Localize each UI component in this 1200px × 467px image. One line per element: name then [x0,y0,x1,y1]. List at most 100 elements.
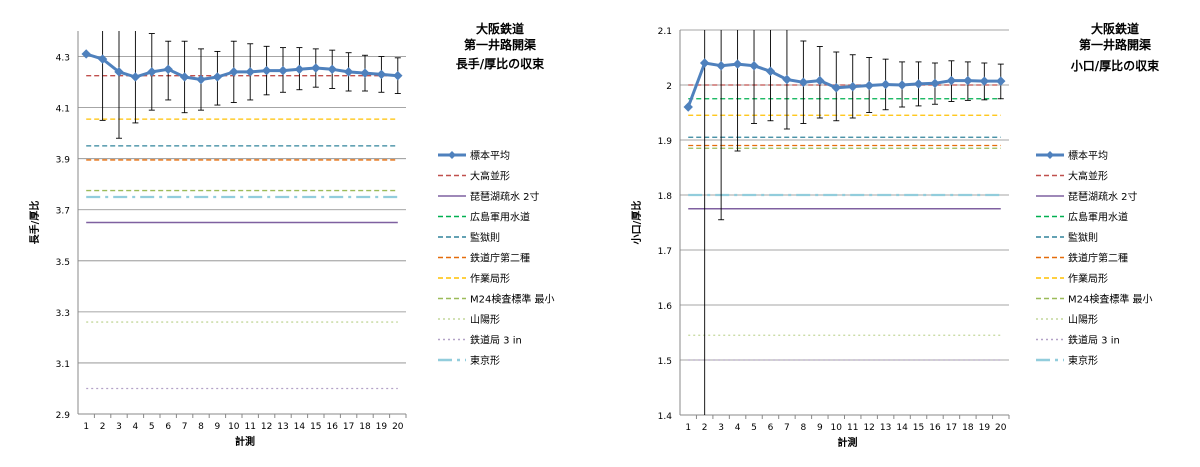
right-xtick-label: 11 [847,423,858,433]
right-xtick-label: 8 [801,423,807,433]
right-chart-title-line: 第一井路開渠 [1079,37,1151,52]
left-ytick-label: 4.3 [56,54,70,64]
right-mean-point [798,77,809,87]
right-mean-point [913,79,924,89]
right-mean-point [831,83,841,93]
left-mean-point [130,72,141,82]
chart-left-svg: 2.93.13.33.53.73.94.14.31 2 3 4 5 6 7 8 9 10 11 12 1… [28,21,555,448]
left-xtick-label: 13 [277,422,288,432]
right-xtick-label: 5 [751,423,757,433]
right-mean-point [716,61,726,71]
right-xtick-label: 9 [817,423,823,433]
left-legend-label: 東京形 [470,354,500,367]
right-x-axis-title: 計測 [838,436,858,449]
left-mean-point [212,72,223,82]
right-legend-label: 大高並形 [1068,170,1108,183]
left-ytick-label: 2.9 [56,411,71,421]
left-xtick-label: 1 [83,422,89,432]
left-y-axis-title: 長手/厚比 [28,201,41,245]
right-mean-point [946,75,957,86]
left-ytick-label: 3.1 [56,360,70,370]
right-xtick-label: 13 [880,423,891,433]
right-mean-point [930,78,940,89]
left-xtick-label: 9 [215,422,221,432]
left-xtick-label: 12 [261,422,272,432]
left-xtick-label: 20 [392,422,404,432]
left-mean-point [196,74,206,85]
right-mean-point [782,74,792,85]
right-xtick-label: 2 [702,423,708,433]
left-mean-point [278,65,288,76]
right-ytick-label: 1.6 [658,302,673,312]
left-mean-point [327,64,337,75]
left-xtick-label: 10 [228,422,240,432]
left-ytick-label: 3.5 [56,258,70,268]
left-mean-point [114,67,124,77]
right-legend-label: 鉄道局 3 in [1068,334,1120,347]
left-xtick-label: 8 [198,422,204,432]
right-ytick-label: 1.4 [658,412,673,422]
left-mean-point [97,54,108,64]
right-y-axis-title: 小口/厚比 [630,201,643,246]
left-xtick-label: 17 [343,422,354,432]
left-legend-label: 大高並形 [470,170,510,183]
right-xtick-label: 7 [784,423,790,433]
right-mean-point [864,80,874,91]
left-legend-label: 山陽形 [470,314,500,326]
right-mean-point [699,58,710,68]
right-legend-label: M24検査標準 最小 [1068,293,1153,306]
left-mean-point [229,67,239,77]
left-mean-point [81,49,91,59]
right-ytick-label: 1.8 [658,192,673,202]
right-xtick-label: 20 [995,423,1007,433]
left-legend-label: 琵琶湖疏水 2寸 [470,190,540,203]
left-ytick-label: 3.9 [56,156,71,166]
left-ytick-label: 4.1 [56,105,70,115]
right-legend-label: 標本平均 [1068,149,1108,162]
left-xtick-label: 16 [326,422,338,432]
left-mean-point [393,70,403,81]
right-xtick-label: 18 [962,423,974,433]
right-legend-label: 広島軍用水道 [1068,211,1128,224]
left-xtick-label: 6 [165,422,171,432]
right-chart-title-line: 大阪鉄道 [1091,21,1139,36]
left-legend-label: M24検査標準 最小 [470,293,555,306]
left-chart-title-line: 第一井路開渠 [464,37,536,52]
right-mean-point [996,76,1006,86]
left-mean-point [163,64,173,75]
right-xtick-label: 14 [896,423,908,433]
left-xtick-label: 2 [100,422,106,432]
left-legend-label: 作業局形 [470,272,510,285]
left-xtick-label: 3 [116,422,122,432]
right-mean-point [880,79,891,90]
left-chart-title-line: 大阪鉄道 [476,21,524,36]
right-xtick-label: 12 [863,423,874,433]
right-mean-point [963,75,973,86]
right-ytick-label: 1.7 [658,247,672,257]
right-legend-label: 鉄道庁第二種 [1068,252,1128,265]
left-ytick-label: 3.3 [56,309,70,319]
right-xtick-label: 17 [946,423,957,433]
left-mean-point [294,64,305,75]
left-xtick-label: 15 [310,422,321,432]
right-xtick-label: 19 [979,423,991,433]
chart-right-svg: 1.41.51.61.71.81.922.11 2 3 4 5 6 7 8 9 10 11 12 13 1… [630,21,1160,449]
right-xtick-label: 1 [685,423,691,433]
left-xtick-label: 7 [182,422,188,432]
right-mean-point [765,66,776,76]
right-ytick-label: 1.9 [658,137,673,147]
left-xtick-label: 5 [149,422,155,432]
left-mean-point [147,67,157,77]
right-legend-label: 山陽形 [1068,314,1098,326]
right-xtick-label: 4 [735,423,741,433]
right-mean-point [749,61,759,71]
left-legend-label: 広島軍用水道 [470,211,530,224]
right-legend-label: 東京形 [1068,354,1098,367]
left-ytick-label: 3.7 [56,207,70,217]
left-mean-point [311,63,321,73]
right-legend-label: 作業局形 [1068,272,1108,285]
right-mean-point [815,75,825,86]
left-mean-point [245,67,255,77]
right-mean-point [683,102,693,112]
